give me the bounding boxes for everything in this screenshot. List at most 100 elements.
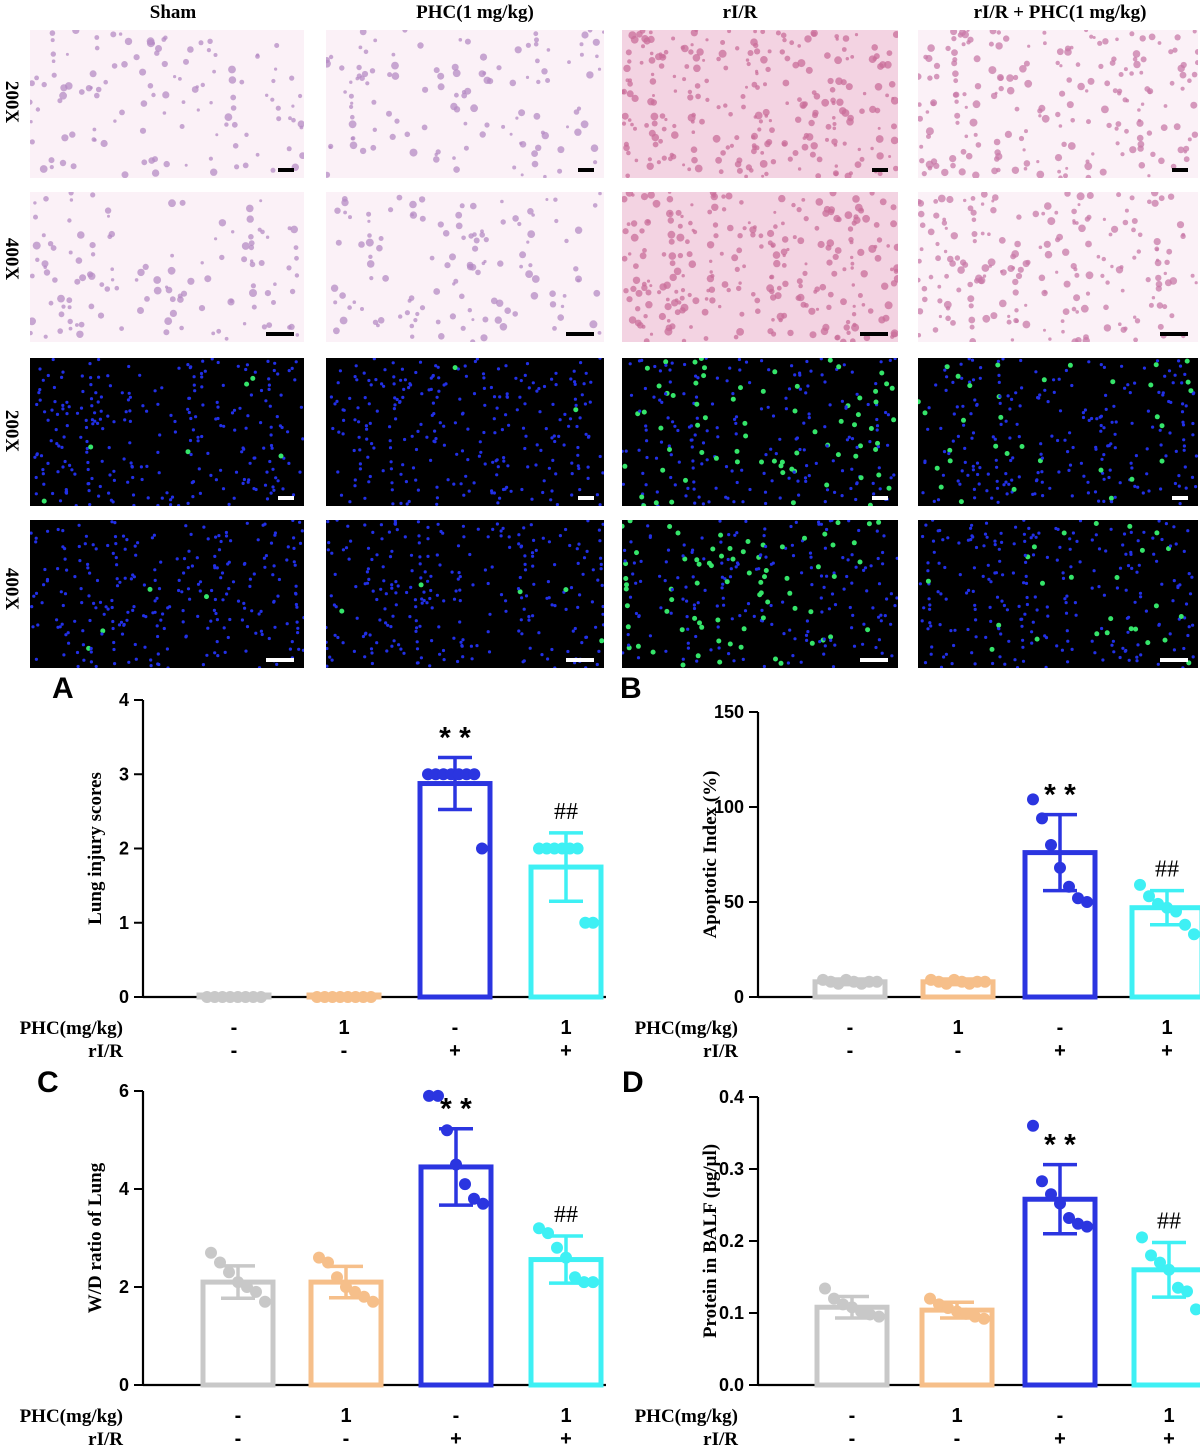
condition-label-rir: rI/R [88,1429,123,1449]
y-axis-label: Lung injury scores [85,772,106,925]
data-point [578,1276,590,1289]
data-point [1170,905,1182,918]
condition-value-phc: - [1057,1017,1064,1039]
scale-bar [266,658,294,662]
data-point [978,1312,990,1325]
chart-panel-a: 0 1 2 3 4 Lung injury scores * * ## PHC(mg/kg)rI… [20,690,606,1062]
data-point [1154,1256,1166,1269]
condition-value-phc: 1 [1163,1405,1174,1427]
chart-panel-c: 0 2 4 6 W/D ratio of Lung * * ## PHC(mg/kg)rI/R… [20,1081,606,1449]
y-tick-label: 0 [119,987,129,1007]
data-point [365,991,377,1003]
condition-value-rir: - [849,1428,856,1449]
data-point [1036,1175,1048,1188]
condition-value-rir: - [341,1040,348,1062]
y-tick-label: 4 [119,690,129,710]
data-point [969,1310,981,1323]
tunel-micrograph-200x-col4 [918,358,1198,506]
y-axis-label: Protein in BALF (μg/μl) [700,1144,721,1338]
y-tick-label: 1 [119,913,129,933]
data-point [468,1192,480,1205]
data-point [1145,1249,1157,1262]
data-point [255,991,267,1003]
y-axis-label: Apoptotic Index (%) [700,771,721,939]
scale-bar [578,496,594,500]
data-point [214,1256,226,1269]
data-point [1134,878,1146,891]
data-point [864,1308,876,1321]
tunel-micrograph-400x-col2 [326,520,604,668]
data-point [1152,897,1164,910]
significance-label: * * [440,1093,472,1126]
condition-value-phc: 1 [560,1405,571,1427]
data-point [322,1256,334,1269]
data-point [837,1298,849,1311]
tunel-micrograph-200x-col3 [622,358,898,506]
scale-bar [566,332,594,336]
y-tick-label: 0.2 [719,1231,744,1251]
data-point [979,975,991,988]
y-tick-label: 150 [714,702,744,722]
scale-bar [860,658,888,662]
he-micrograph-200x-col4 [918,30,1198,178]
condition-label-rir: rI/R [703,1429,738,1449]
scale-bar [1172,168,1188,172]
condition-label-phc: PHC(mg/kg) [635,1406,738,1427]
scale-bar [1160,658,1188,662]
data-point [551,1241,563,1254]
data-point [924,1292,936,1305]
data-point [331,1271,343,1284]
column-title-phc: PHC(1 mg/kg) [416,2,534,23]
scale-bar [278,168,294,172]
condition-value-rir: - [343,1428,350,1449]
y-tick-label: 0 [734,987,744,1007]
data-point [1081,1220,1093,1233]
bar-3 [417,781,493,1000]
data-point [1027,1119,1039,1132]
condition-value-phc: - [1057,1405,1064,1427]
data-point [587,1276,599,1289]
y-tick-label: 50 [724,892,744,912]
condition-value-phc: - [452,1017,459,1039]
data-point [459,1178,471,1191]
data-point [951,1305,963,1318]
data-point [349,1285,361,1298]
chart-panel-d: 0.0 0.1 0.2 0.3 0.4 Protein in BALF (μg/μl) * … [635,1087,1200,1449]
condition-value-rir: + [1163,1428,1175,1449]
chart-panel-b: 0 50 100 150 Apoptotic Index (%) * * ## PHC(mg/… [635,702,1200,1062]
data-point [933,1298,945,1311]
tunel-micrograph-200x-col2 [326,358,604,506]
significance-label: ## [554,1202,578,1228]
condition-value-phc: - [231,1017,238,1039]
data-point [205,1246,217,1259]
scale-bar [872,496,888,500]
data-point [1063,1211,1075,1224]
data-point [223,1266,235,1279]
data-point [1163,1263,1175,1276]
he-micrograph-200x-col3 [622,30,898,178]
condition-label-rir: rI/R [88,1041,123,1062]
condition-value-rir: - [847,1040,854,1062]
data-point [1143,890,1155,903]
data-point [942,1301,954,1314]
data-point [1036,812,1048,825]
data-point [855,1305,867,1318]
he-micrograph-400x-col1 [30,192,304,342]
condition-value-phc: 1 [560,1017,571,1039]
data-point [571,842,584,855]
condition-label-phc: PHC(mg/kg) [635,1018,738,1039]
panel-letter-c: C [37,1066,59,1099]
data-point [1045,1188,1057,1201]
data-point [1054,861,1066,874]
data-point [259,1295,271,1308]
data-point [1081,896,1093,908]
data-point [477,1197,489,1210]
data-point [1190,1303,1200,1316]
y-tick-label: 2 [119,839,129,859]
data-point [569,1271,581,1284]
data-point [1027,793,1039,806]
data-point [1136,1231,1148,1244]
y-tick-label: 3 [119,764,129,784]
condition-value-phc: - [235,1405,242,1427]
